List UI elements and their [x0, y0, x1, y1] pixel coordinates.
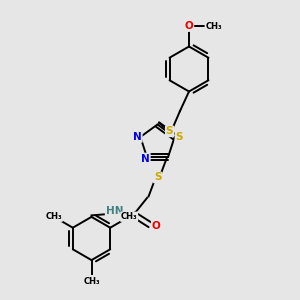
Text: N: N [133, 132, 142, 142]
Text: O: O [152, 221, 161, 231]
Text: CH₃: CH₃ [205, 22, 222, 31]
Text: S: S [176, 132, 183, 142]
Text: N: N [141, 154, 150, 164]
Text: S: S [166, 126, 173, 136]
Text: S: S [154, 172, 161, 182]
Text: CH₃: CH₃ [83, 278, 100, 286]
Text: O: O [184, 21, 194, 31]
Text: CH₃: CH₃ [121, 212, 137, 221]
Text: HN: HN [106, 206, 123, 216]
Text: CH₃: CH₃ [46, 212, 62, 221]
